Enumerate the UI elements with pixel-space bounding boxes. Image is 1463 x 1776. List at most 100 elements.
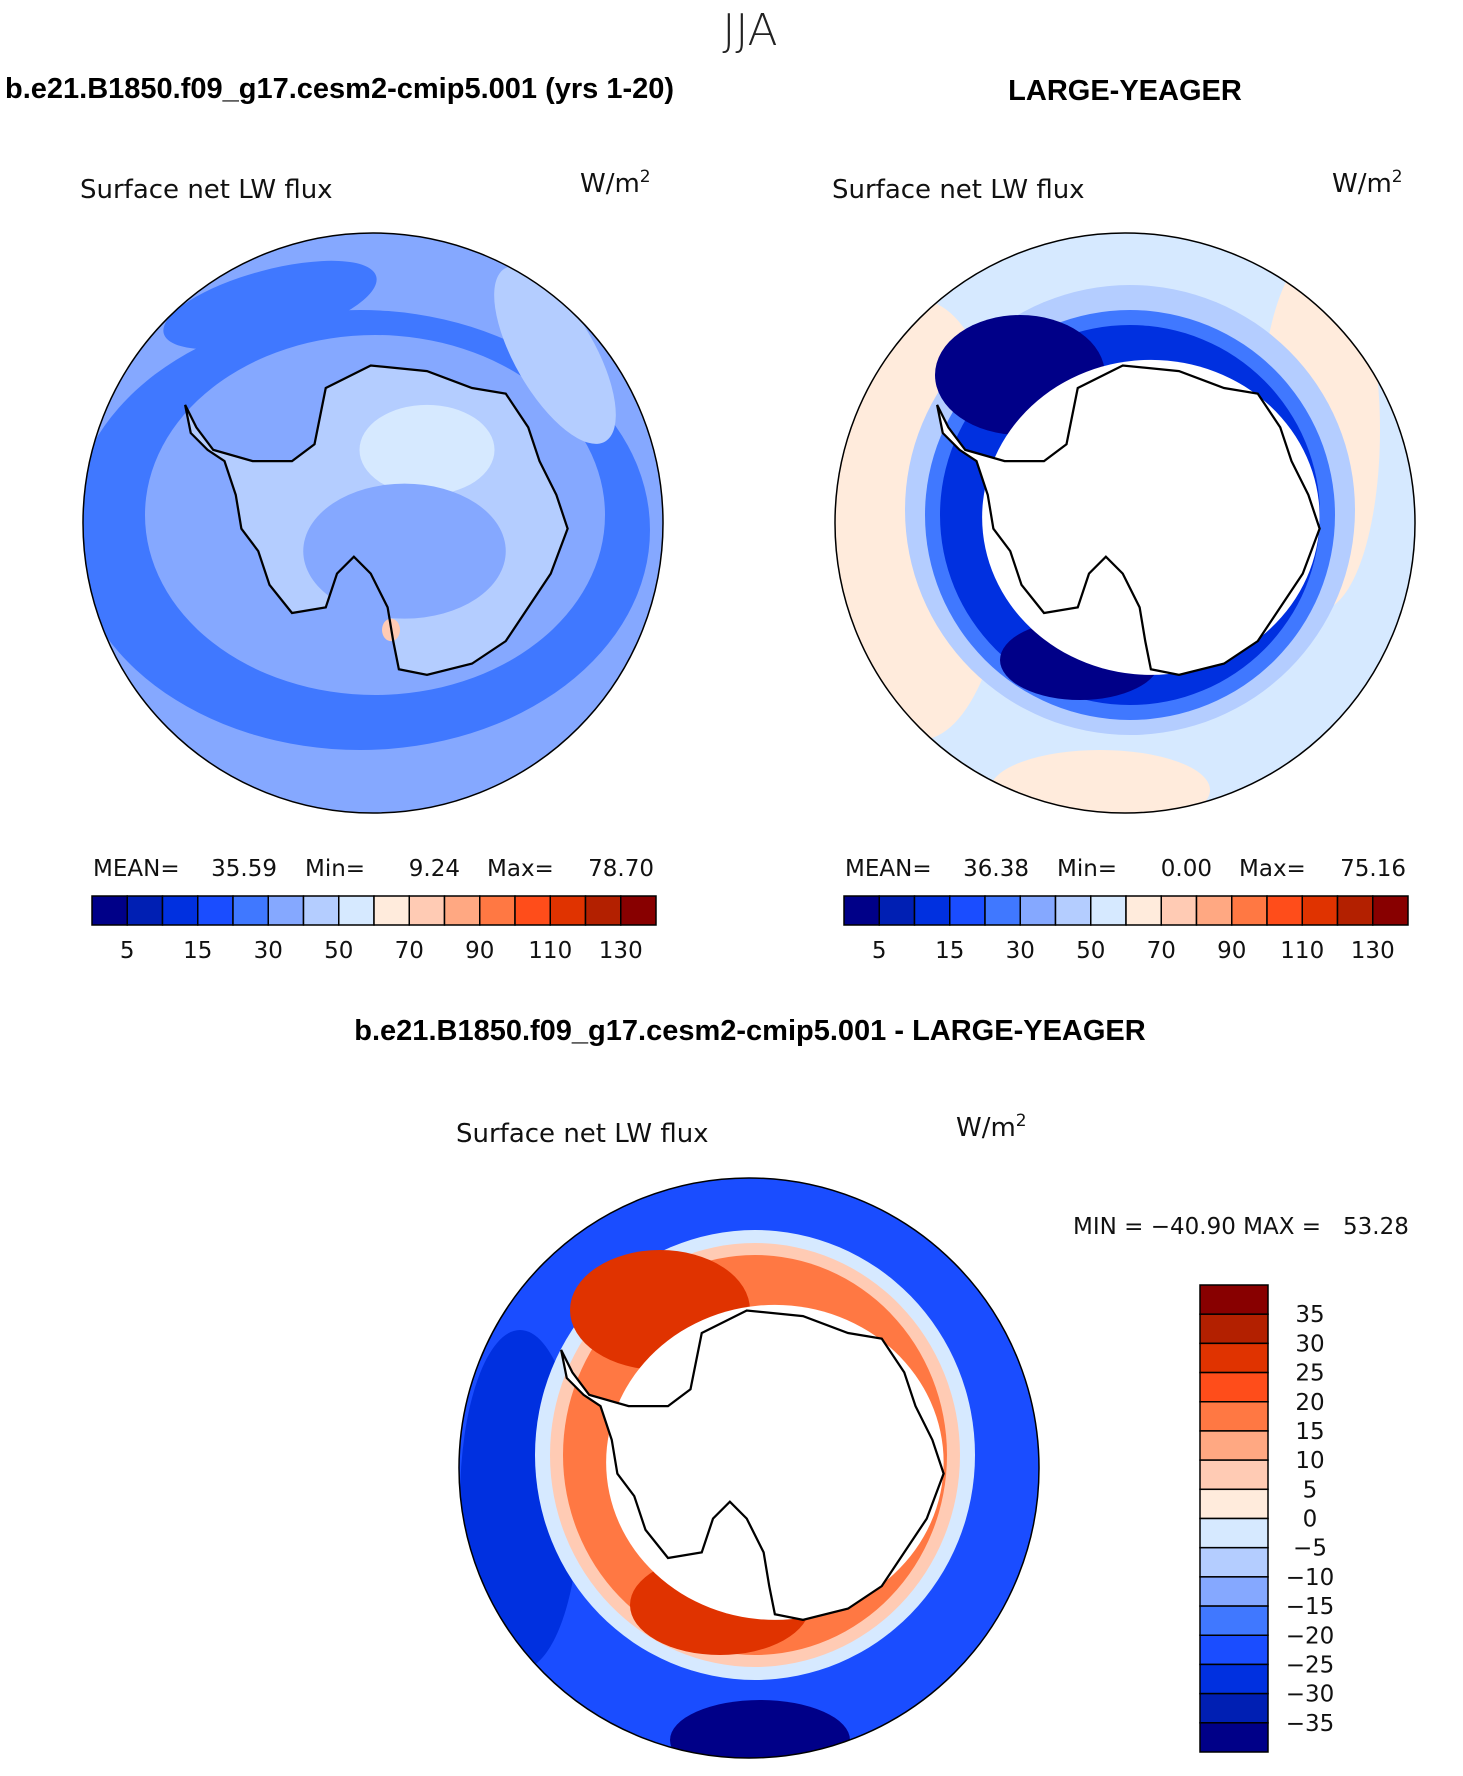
min-label: Min= — [305, 856, 365, 882]
colorbar-tick-label: 35 — [1295, 1302, 1324, 1328]
colorbar-tick-label: −15 — [1286, 1594, 1335, 1620]
colorbar-tick-label: 5 — [1303, 1477, 1318, 1503]
colorbar-3: 35 30 25 20 15 10 5 0 −5 −10 −15 −20 −25 −30 −35 — [1199, 1284, 1335, 1753]
colorbar-swatch — [549, 895, 587, 926]
colorbar-swatch — [91, 895, 128, 926]
map-3 — [459, 1178, 1039, 1758]
colorbar-swatch — [1019, 895, 1057, 926]
colorbar-swatch — [1090, 895, 1127, 926]
colorbar-swatch — [620, 895, 657, 926]
colorbar-swatch — [514, 895, 551, 926]
colorbar-swatch — [267, 895, 305, 926]
colorbar-swatch — [1199, 1663, 1269, 1695]
panel-3-subtitle: Surface net LW flux — [456, 1119, 709, 1149]
map-1-contour — [359, 404, 495, 495]
colorbar-swatch — [1199, 1488, 1269, 1520]
panel-1-title: b.e21.B1850.f09_g17.cesm2-cmip5.001 (yrs… — [5, 73, 674, 105]
max-label: Max= — [487, 856, 554, 882]
map-1-contour — [494, 266, 616, 444]
colorbar-swatch — [197, 895, 234, 926]
colorbar-tick-label: 90 — [465, 938, 494, 964]
panel-2-stats: MEAN= 36.38 Min= 0.00 Max= 75.16 — [845, 856, 1406, 882]
colorbar-swatch — [373, 895, 410, 926]
colorbar-swatch — [232, 895, 269, 926]
colorbar-tick-label: 25 — [1295, 1361, 1324, 1387]
colorbar-swatch — [1199, 1342, 1269, 1374]
colorbar-swatch — [1199, 1634, 1269, 1666]
colorbar-swatch — [1195, 895, 1233, 926]
colorbar-swatch — [161, 895, 199, 926]
colorbar-swatch — [1199, 1692, 1269, 1724]
colorbar-swatch — [1199, 1576, 1269, 1607]
colorbar-swatch — [949, 895, 986, 926]
map-1 — [83, 233, 663, 813]
mean-label: MEAN= — [845, 856, 932, 882]
colorbar-swatch — [1231, 895, 1268, 926]
colorbar-swatch — [1199, 1284, 1269, 1315]
colorbar-tick-label: 110 — [1280, 938, 1324, 964]
min-label: Min= — [1057, 856, 1117, 882]
panel-1-stats: MEAN= 35.59 Min= 9.24 Max= 78.70 — [93, 856, 654, 882]
units: W/m — [956, 1113, 1016, 1143]
colorbar-swatch — [1336, 895, 1374, 926]
colorbar-swatch — [1199, 1517, 1269, 1549]
colorbar-tick-label: 130 — [599, 938, 643, 964]
colorbar-tick-label: 0 — [1303, 1507, 1318, 1533]
colorbar-swatch — [1199, 1605, 1269, 1636]
colorbar-swatch — [878, 895, 916, 926]
colorbar-swatch — [338, 895, 375, 926]
panel-2-title: LARGE-YEAGER — [1008, 75, 1242, 107]
colorbar-swatch — [302, 895, 340, 926]
colorbar-1: 5 15 30 50 70 90 110 130 — [91, 895, 657, 964]
colorbar-tick-label: 10 — [1295, 1448, 1324, 1474]
colorbar-tick-label: 70 — [1147, 938, 1176, 964]
colorbar-swatch — [126, 895, 164, 926]
colorbar-tick-label: 30 — [1295, 1331, 1324, 1357]
colorbar-tick-label: 15 — [935, 938, 964, 964]
units: W/m — [1332, 169, 1392, 199]
units-sup: 2 — [1392, 167, 1403, 187]
panel-3-stats: MIN = −40.90 MAX = 53.28 — [1073, 1214, 1409, 1240]
colorbar-swatch — [843, 895, 880, 926]
colorbar-swatch — [1160, 895, 1198, 926]
map-1-border — [82, 232, 664, 814]
mean-value: 35.59 — [211, 856, 277, 882]
panel-1-subtitle: Surface net LW flux — [80, 175, 333, 205]
colorbar-swatch — [1199, 1546, 1269, 1578]
map-1-contour — [163, 260, 377, 350]
figure-title: JJA — [722, 5, 777, 56]
colorbar-swatch — [1054, 895, 1092, 926]
min-value: 0.00 — [1161, 856, 1212, 882]
colorbar-tick-label: −30 — [1286, 1682, 1335, 1708]
colorbar-tick-label: −5 — [1293, 1536, 1327, 1562]
max-label: Max= — [1239, 856, 1306, 882]
map-1-contour — [303, 483, 506, 619]
colorbar-swatch — [1199, 1722, 1269, 1753]
map-2-contour — [990, 750, 1210, 813]
colorbar-tick-label: −10 — [1286, 1565, 1335, 1591]
mean-value: 36.38 — [963, 856, 1029, 882]
colorbar-tick-label: 15 — [1295, 1419, 1324, 1445]
max-value: 75.16 — [1340, 856, 1406, 882]
colorbar-swatch — [479, 895, 516, 926]
colorbar-swatch — [913, 895, 951, 926]
colorbar-swatch — [408, 895, 446, 926]
map-2-border — [834, 232, 1416, 814]
colorbar-swatch — [1125, 895, 1162, 926]
units-sup: 2 — [1016, 1111, 1027, 1131]
colorbar-2: 5 15 30 50 70 90 110 130 — [843, 895, 1409, 964]
colorbar-swatch — [1266, 895, 1303, 926]
colorbar-swatch — [984, 895, 1021, 926]
mean-label: MEAN= — [93, 856, 180, 882]
colorbar-tick-label: 15 — [183, 938, 212, 964]
panel-2-units: W/m2 — [1332, 167, 1403, 199]
units-sup: 2 — [640, 167, 651, 187]
map-3-border — [458, 1177, 1040, 1759]
colorbar-tick-label: −35 — [1286, 1711, 1335, 1737]
colorbar-tick-label: −25 — [1286, 1652, 1335, 1678]
panel-3-units: W/m2 — [956, 1111, 1027, 1143]
colorbar-tick-label: 5 — [872, 938, 887, 964]
colorbar-tick-label: 50 — [324, 938, 353, 964]
colorbar-tick-label: 70 — [395, 938, 424, 964]
